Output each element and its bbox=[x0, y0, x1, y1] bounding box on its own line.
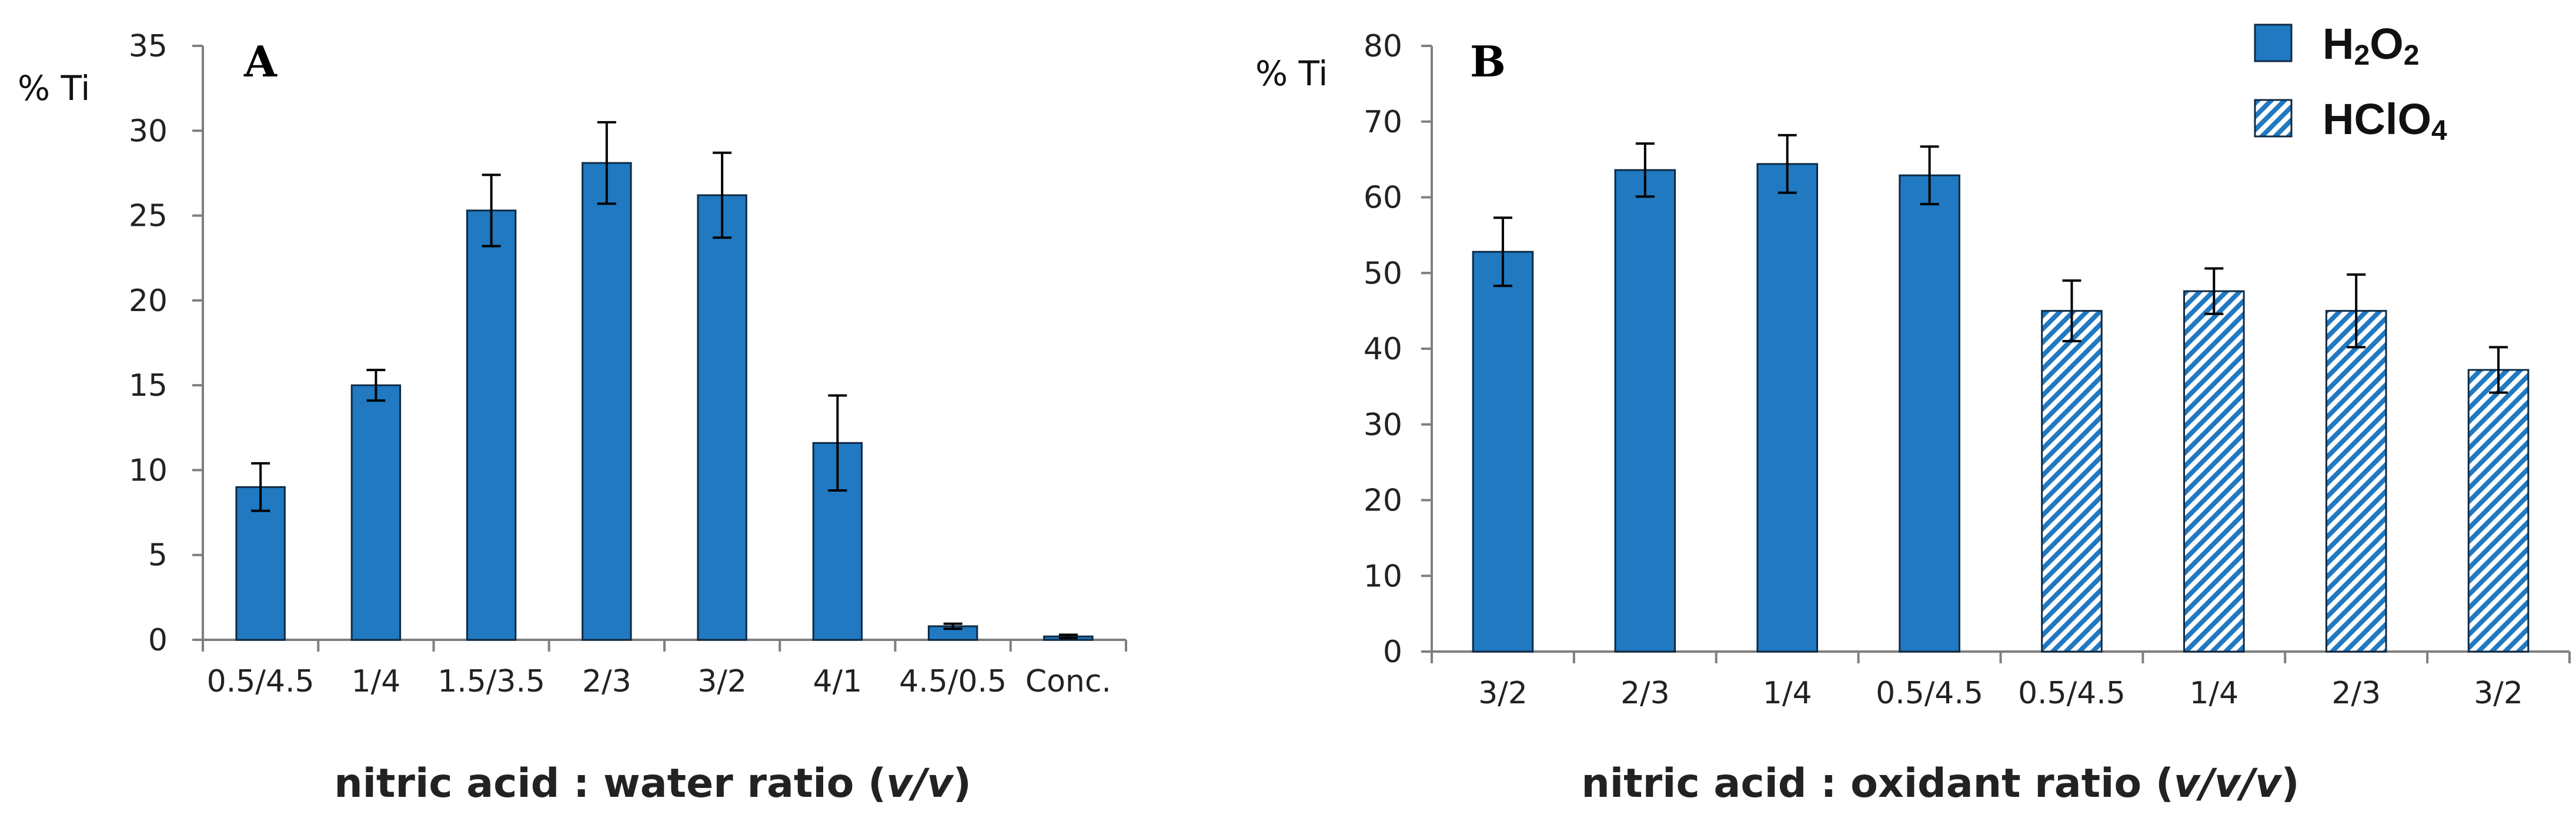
panel-a-y-tick-label: 0 bbox=[148, 623, 168, 658]
panel-a-bar bbox=[582, 162, 632, 641]
panel-b-y-tick-label: 30 bbox=[1364, 408, 1402, 443]
legend-swatch-h2o2 bbox=[2254, 24, 2293, 62]
panel-a-category-label: 4/1 bbox=[813, 664, 863, 699]
panel-a-bar bbox=[697, 194, 747, 641]
panel-b-y-axis-label: % Ti bbox=[1255, 54, 1328, 94]
panel-b-category-label: 2/3 bbox=[1621, 676, 1670, 711]
panel-b-category-label: 3/2 bbox=[1478, 676, 1528, 711]
panel-b-bar bbox=[2467, 369, 2530, 653]
legend-swatch-hclo4 bbox=[2254, 99, 2293, 138]
panel-a-category-label: 3/2 bbox=[697, 664, 747, 699]
panel-b-bar bbox=[2041, 310, 2103, 653]
panel-b-y-tick-label: 0 bbox=[1383, 635, 1402, 670]
panel-b-y-tick-label: 10 bbox=[1364, 559, 1402, 594]
panel-b-bar bbox=[1472, 251, 1534, 653]
panel-b-y-tick-label: 40 bbox=[1364, 332, 1402, 367]
panel-a-bar bbox=[350, 384, 402, 641]
panel-a-label: A bbox=[243, 36, 278, 86]
legend-label-h2o2: H2O2 bbox=[2323, 19, 2419, 71]
panel-a-y-axis-label: % Ti bbox=[18, 68, 90, 108]
panel-a-y-tick-label: 35 bbox=[129, 29, 168, 64]
panel-b-category-label: 1/4 bbox=[1763, 676, 1812, 711]
panel-a-bar bbox=[466, 209, 517, 641]
panel-a-category-label: 0.5/4.5 bbox=[207, 664, 315, 699]
panel-a-y-tick-label: 15 bbox=[129, 368, 168, 403]
panel-a-y-tick-label: 10 bbox=[129, 453, 168, 488]
panel-b-bar bbox=[2325, 310, 2387, 653]
panel-a-x-axis-title: nitric acid : water ratio (v/v) bbox=[334, 760, 971, 807]
panel-b-y-tick-label: 80 bbox=[1364, 29, 1402, 64]
panel-a-category-label: 1/4 bbox=[352, 664, 401, 699]
panel-b-category-label: 0.5/4.5 bbox=[1876, 676, 1983, 711]
panel-a-category-label: 1.5/3.5 bbox=[437, 664, 545, 699]
panel-a-y-tick-label: 25 bbox=[129, 199, 168, 234]
panel-a-y-tick-label: 20 bbox=[129, 283, 168, 319]
legend: H2O2 HClO4 bbox=[2254, 19, 2447, 146]
panel-b-category-label: 1/4 bbox=[2189, 676, 2238, 711]
panel-b-bar bbox=[1614, 169, 1676, 653]
panel-b-y-tick-label: 70 bbox=[1364, 105, 1402, 140]
panel-b-bar bbox=[1756, 163, 1818, 653]
panel-b-category-label: 0.5/4.5 bbox=[2018, 676, 2126, 711]
panel-a-category-label: Conc. bbox=[1025, 664, 1111, 699]
panel-b-y-tick-label: 60 bbox=[1364, 181, 1402, 216]
panel-b-x-axis-title: nitric acid : oxidant ratio (v/v/v) bbox=[1581, 760, 2299, 807]
panel-b-label: B bbox=[1470, 36, 1506, 86]
panel-a-y-tick-label: 5 bbox=[148, 538, 168, 573]
panel-a-plot: 0 5 10 15 20 25 30 35 0.5/4.5 1/4 1.5/3.5 2/3 3/2 4/1… bbox=[129, 29, 1127, 699]
panel-b-y-tick-label: 20 bbox=[1364, 483, 1402, 519]
panel-b-bar bbox=[1899, 174, 1960, 653]
panel-b-category-label: 3/2 bbox=[2474, 676, 2523, 711]
panel-a-category-label: 2/3 bbox=[582, 664, 632, 699]
panel-a-category-label: 4.5/0.5 bbox=[899, 664, 1007, 699]
legend-label-hclo4: HClO4 bbox=[2323, 95, 2447, 146]
panel-b-category-label: 2/3 bbox=[2331, 676, 2381, 711]
panel-b-y-tick-label: 50 bbox=[1364, 256, 1402, 291]
panel-b-bar bbox=[2183, 290, 2245, 653]
panel-a-y-tick-label: 30 bbox=[129, 113, 168, 149]
panel-b-plot: 0 10 20 30 40 50 60 70 80 3/2 2/3 1/4 0.5/4.5 0.5/4.5… bbox=[1364, 29, 2571, 711]
